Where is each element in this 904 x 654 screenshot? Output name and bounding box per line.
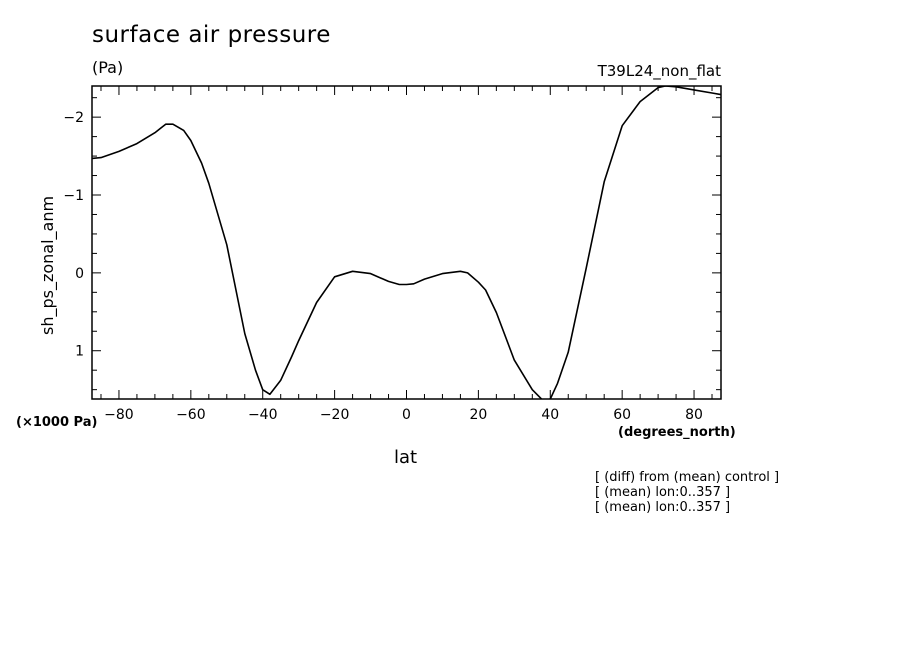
units-label: (Pa) (92, 58, 124, 77)
x-tick-label: 80 (685, 407, 703, 423)
x-units-label: (degrees_north) (618, 425, 736, 440)
y-tick-label: 0 (75, 266, 84, 282)
note-line: [ (diff) from (mean) control ] (595, 470, 780, 485)
y-tick-label: 1 (75, 344, 84, 360)
y-tick-label: −2 (63, 110, 84, 126)
x-tick-label: 60 (613, 407, 631, 423)
x-tick-label: 40 (541, 407, 559, 423)
note-line: [ (mean) lon:0..357 ] (595, 500, 731, 515)
x-tick-label: −20 (320, 407, 350, 423)
series-line (92, 86, 721, 399)
y-scale-label: (×1000 Pa) (16, 415, 98, 430)
x-tick-label: −60 (176, 407, 206, 423)
chart-title: surface air pressure (92, 22, 331, 48)
notes-block: [ (diff) from (mean) control ] [ (mean) … (595, 470, 779, 515)
run-label: T39L24_non_flat (597, 62, 721, 80)
note-line: [ (mean) lon:0..357 ] (595, 485, 731, 500)
x-axis-label: lat (394, 447, 418, 468)
x-tick-label: 0 (402, 407, 411, 423)
x-tick-label: −80 (104, 407, 134, 423)
y-tick-label: −1 (63, 188, 84, 204)
x-tick-label: −40 (248, 407, 278, 423)
x-tick-label: 20 (469, 407, 487, 423)
